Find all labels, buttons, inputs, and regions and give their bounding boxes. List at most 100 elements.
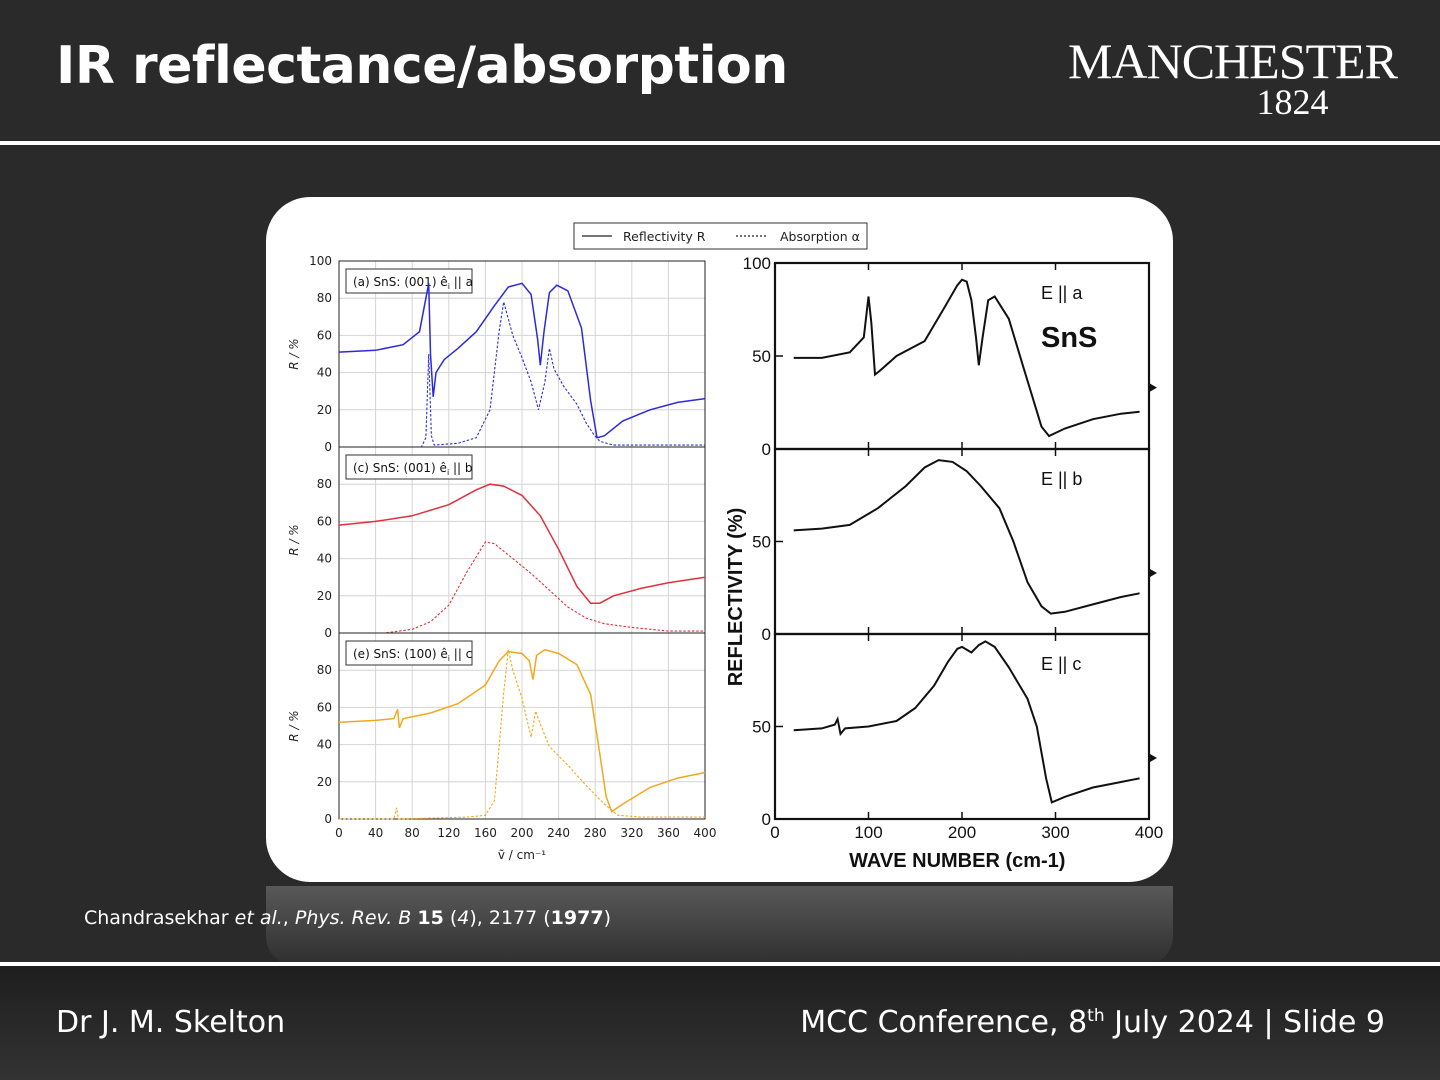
panel-label-tail: || b — [449, 461, 472, 475]
x-tick-label: 100 — [854, 823, 882, 842]
x-tick-label: 0 — [770, 823, 779, 842]
y-tick-label: 100 — [309, 254, 332, 268]
reflectivity-line — [338, 648, 706, 813]
right-panel-1: 0 50 100 E || a SnS — [743, 254, 1157, 459]
panel-frame — [338, 632, 706, 820]
y-tick-label: 80 — [317, 477, 332, 491]
arrow-marker-icon — [1150, 568, 1157, 577]
footer-event-post: July 2024 | Slide 9 — [1104, 1005, 1385, 1040]
legend-solid-label: Reflectivity R — [623, 229, 706, 244]
citation-issue-pre: ( — [443, 907, 458, 929]
y-tick-label: 0 — [762, 440, 771, 459]
reflectivity-line — [793, 459, 1140, 615]
y-tick-label: 60 — [317, 514, 332, 528]
y-tick-label: 20 — [317, 775, 332, 789]
panel-label: (a) SnS: (001) êi || a — [345, 268, 473, 294]
y-tick-label: 0 — [324, 626, 332, 640]
y-axis-label: R / % — [287, 710, 301, 741]
y-tick-label: 0 — [762, 810, 771, 829]
chart-legend: Reflectivity R Absorption α — [573, 222, 868, 250]
y-tick-label: 20 — [317, 589, 332, 603]
y-axis-label: R / % — [287, 338, 301, 369]
y-tick-label: 100 — [743, 254, 771, 273]
y-tick-label: 50 — [752, 347, 771, 366]
y-tick-label: 40 — [317, 552, 332, 566]
left-panel-1: 0 20 40 60 80 100 R / % (a) SnS: (001) êi || a — [287, 254, 706, 454]
legend-dashed-label: Absorption α — [780, 229, 860, 244]
slide-title: IR reflectance/absorption — [56, 36, 788, 96]
logo-wordmark: MANCHESTER — [1068, 33, 1398, 89]
x-tick-label: 400 — [694, 826, 717, 840]
x-tick-label: 40 — [368, 826, 383, 840]
citation-authors: Chandrasekhar — [84, 907, 229, 929]
figure-card: Reflectivity R Absorption α 0 20 40 60 80 100 R … — [266, 197, 1173, 882]
figure-reflection — [266, 886, 1173, 966]
polarisation-label: E || c — [1041, 654, 1081, 674]
panel-label-sub: i — [448, 654, 450, 663]
panel-label-main: (a) SnS: (001) ê — [353, 275, 448, 289]
x-tick-label: 320 — [620, 826, 643, 840]
x-tick-label: 280 — [584, 826, 607, 840]
citation-close: ) — [603, 907, 611, 929]
left-panel-3: 0 20 40 60 80 R / % (e) SnS: (100) êi || c — [287, 632, 706, 826]
panel-label-main: (c) SnS: (001) ê — [353, 461, 447, 475]
y-tick-label: 40 — [317, 738, 332, 752]
x-tick-label: 300 — [1041, 823, 1069, 842]
arrow-marker-icon — [1150, 753, 1157, 762]
y-axis-label: R / % — [287, 524, 301, 555]
logo-year: 1824 — [1256, 82, 1329, 122]
y-tick-label: 0 — [324, 812, 332, 826]
university-logo: MANCHESTER 1824 — [1060, 36, 1405, 120]
polarisation-label: E || b — [1041, 469, 1082, 489]
reflectivity-line — [338, 282, 706, 439]
material-label: SnS — [1041, 322, 1097, 354]
panel-frame — [773, 447, 1151, 636]
citation-year: 1977 — [550, 907, 604, 929]
y-tick-label: 40 — [317, 366, 332, 380]
reflectivity-line — [793, 278, 1140, 438]
y-axis-label: REFLECTIVITY (%) — [725, 508, 747, 687]
footer-background — [0, 966, 1440, 1080]
y-tick-label: 0 — [324, 440, 332, 454]
citation-volume: 15 — [417, 907, 444, 929]
footer-event-pre: MCC Conference, 8 — [800, 1005, 1088, 1040]
x-tick-label: 200 — [948, 823, 976, 842]
reflectivity-line — [338, 483, 706, 604]
y-tick-label: 20 — [317, 403, 332, 417]
y-tick-label: 50 — [752, 533, 771, 552]
polarisation-label: E || a — [1041, 283, 1083, 303]
x-tick-label: 80 — [405, 826, 420, 840]
footer-author: Dr J. M. Skelton — [56, 1005, 286, 1040]
x-tick-label: 0 — [335, 826, 343, 840]
panel-label-box — [345, 268, 473, 294]
citation-etal: et al. — [234, 907, 283, 929]
right-panel-2: 0 50 E || b — [752, 447, 1157, 644]
citation-journal: Phys. Rev. B — [294, 907, 412, 929]
panel-label-text: (c) SnS: (001) êi || b — [353, 461, 473, 477]
x-tick-label: 160 — [474, 826, 497, 840]
x-tick-label: 400 — [1135, 823, 1163, 842]
absorption-line — [339, 301, 705, 448]
panel-label-text: (e) SnS: (100) êi || c — [353, 647, 472, 663]
y-tick-label: 60 — [317, 328, 332, 342]
y-tick-label: 80 — [317, 663, 332, 677]
x-axis-label: ṽ / cm⁻¹ — [498, 848, 546, 862]
citation: Chandrasekhar et al., Phys. Rev. B 15 (4… — [84, 907, 611, 929]
panel-label-tail: || a — [450, 275, 473, 289]
y-tick-label: 0 — [762, 625, 771, 644]
y-tick-label: 60 — [317, 700, 332, 714]
footer-rule — [0, 962, 1440, 966]
x-tick-label: 240 — [547, 826, 570, 840]
panel-label-text: (a) SnS: (001) êi || a — [353, 275, 473, 291]
y-tick-label: 50 — [752, 718, 771, 737]
absorption-line — [339, 649, 705, 820]
y-tick-label: 80 — [317, 291, 332, 305]
panel-label-tail: || c — [450, 647, 472, 661]
reflectivity-line — [793, 640, 1140, 804]
x-axis-label: WAVE NUMBER (cm-1) — [849, 850, 1065, 872]
x-tick-label: 200 — [511, 826, 534, 840]
right-panel-3: 0 50 E || c — [752, 632, 1157, 829]
legend-box — [573, 222, 868, 250]
x-tick-label: 120 — [437, 826, 460, 840]
footer-event-sup: th — [1087, 1006, 1105, 1026]
